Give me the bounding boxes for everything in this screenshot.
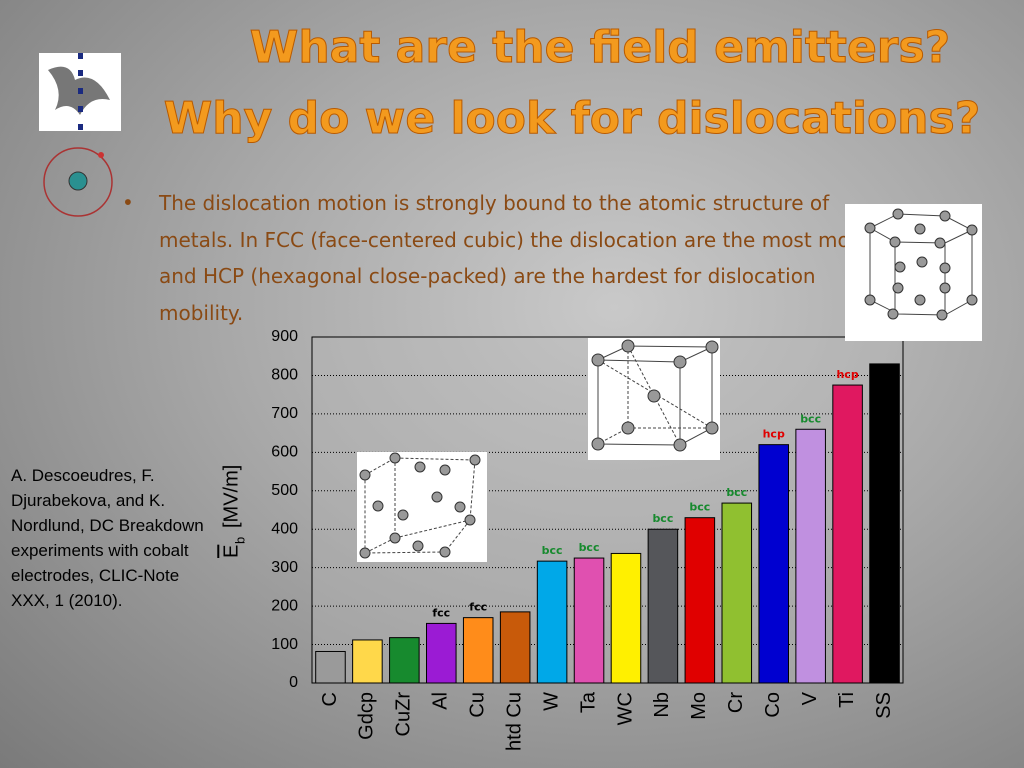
structure-label: hcp xyxy=(763,428,785,441)
x-tick-label: Nb xyxy=(651,692,673,718)
y-tick-label: 100 xyxy=(271,636,298,653)
y-tick-label: 600 xyxy=(271,444,298,461)
bullet-text: and HCP (hexagonal close-packed) are the… xyxy=(159,264,816,288)
x-tick-label: Gdcp xyxy=(356,692,378,740)
structure-label: fcc xyxy=(469,601,487,614)
y-tick-label: 800 xyxy=(271,367,298,384)
y-tick-label: 400 xyxy=(271,520,298,537)
y-tick-label: 500 xyxy=(271,482,298,499)
structure-label: bcc xyxy=(726,486,747,499)
y-label-unit: [MV/m] xyxy=(220,465,242,528)
bar xyxy=(869,363,900,684)
fcc-structure-image xyxy=(357,452,487,562)
x-tick-label: Cr xyxy=(725,692,747,713)
x-tick-label: Ta xyxy=(577,691,599,713)
bars-layer: 0 100 200 300 400 500 600 700 800 900 C Gdcp CuZr Al C… xyxy=(271,328,903,751)
structure-label: hcp xyxy=(836,368,858,381)
bullet: • xyxy=(122,191,134,215)
bar xyxy=(758,444,789,684)
atom-icon xyxy=(43,147,113,217)
y-tick-label: 900 xyxy=(271,328,298,345)
bcc-structure-image xyxy=(588,338,720,460)
structure-label: bcc xyxy=(542,544,563,557)
bar xyxy=(573,557,605,684)
bar xyxy=(795,428,826,684)
x-tick-label: CuZr xyxy=(393,692,415,737)
y-tick-label: 700 xyxy=(271,405,298,422)
y-label-sub: b xyxy=(232,537,247,544)
y-tick-label: 300 xyxy=(271,559,298,576)
bar xyxy=(499,611,531,684)
structure-label: bcc xyxy=(689,501,710,514)
title: Why do we look for dislocations? xyxy=(164,93,980,144)
structure-label: bcc xyxy=(652,512,673,525)
bullet-text: mobility. xyxy=(159,301,244,325)
bar xyxy=(462,617,494,684)
bar xyxy=(315,650,346,684)
x-tick-label: SS xyxy=(873,692,895,719)
y-label-main: E xyxy=(220,545,242,558)
bullet-text: The dislocation motion is strongly bound… xyxy=(159,191,830,215)
x-tick-label: WC xyxy=(614,692,636,725)
title: What are the field emitters? xyxy=(250,22,950,73)
x-tick-label: C xyxy=(319,692,341,706)
citation: A. Descoeudres, F. Djurabekova, and K. N… xyxy=(11,466,204,610)
bar xyxy=(352,639,383,684)
x-tick-label: Mo xyxy=(688,692,710,720)
bar xyxy=(610,552,642,684)
bar xyxy=(684,517,716,684)
structure-label: bcc xyxy=(800,412,821,425)
x-tick-label: Co xyxy=(762,692,784,718)
x-tick-label: htd Cu xyxy=(503,692,525,751)
y-tick-label: 0 xyxy=(289,674,298,691)
x-tick-label: Cu xyxy=(467,692,489,718)
x-tick-label: V xyxy=(799,691,821,705)
y-tick-label: 200 xyxy=(271,597,298,614)
structure-label: fcc xyxy=(432,606,450,619)
x-tick-label: W xyxy=(540,692,562,711)
bar xyxy=(426,622,457,684)
y-axis-label: E b [MV/m] xyxy=(220,465,247,558)
x-tick-label: Al xyxy=(430,692,452,710)
bar xyxy=(832,384,863,684)
bullet-text: metals. In FCC (face-centered cubic) the… xyxy=(159,228,886,252)
bar xyxy=(721,502,753,684)
bar xyxy=(389,637,420,684)
bar xyxy=(647,528,679,684)
bar xyxy=(536,560,568,684)
structure-label: bcc xyxy=(579,541,600,554)
logo xyxy=(39,53,121,131)
x-tick-label: Ti xyxy=(836,692,858,708)
